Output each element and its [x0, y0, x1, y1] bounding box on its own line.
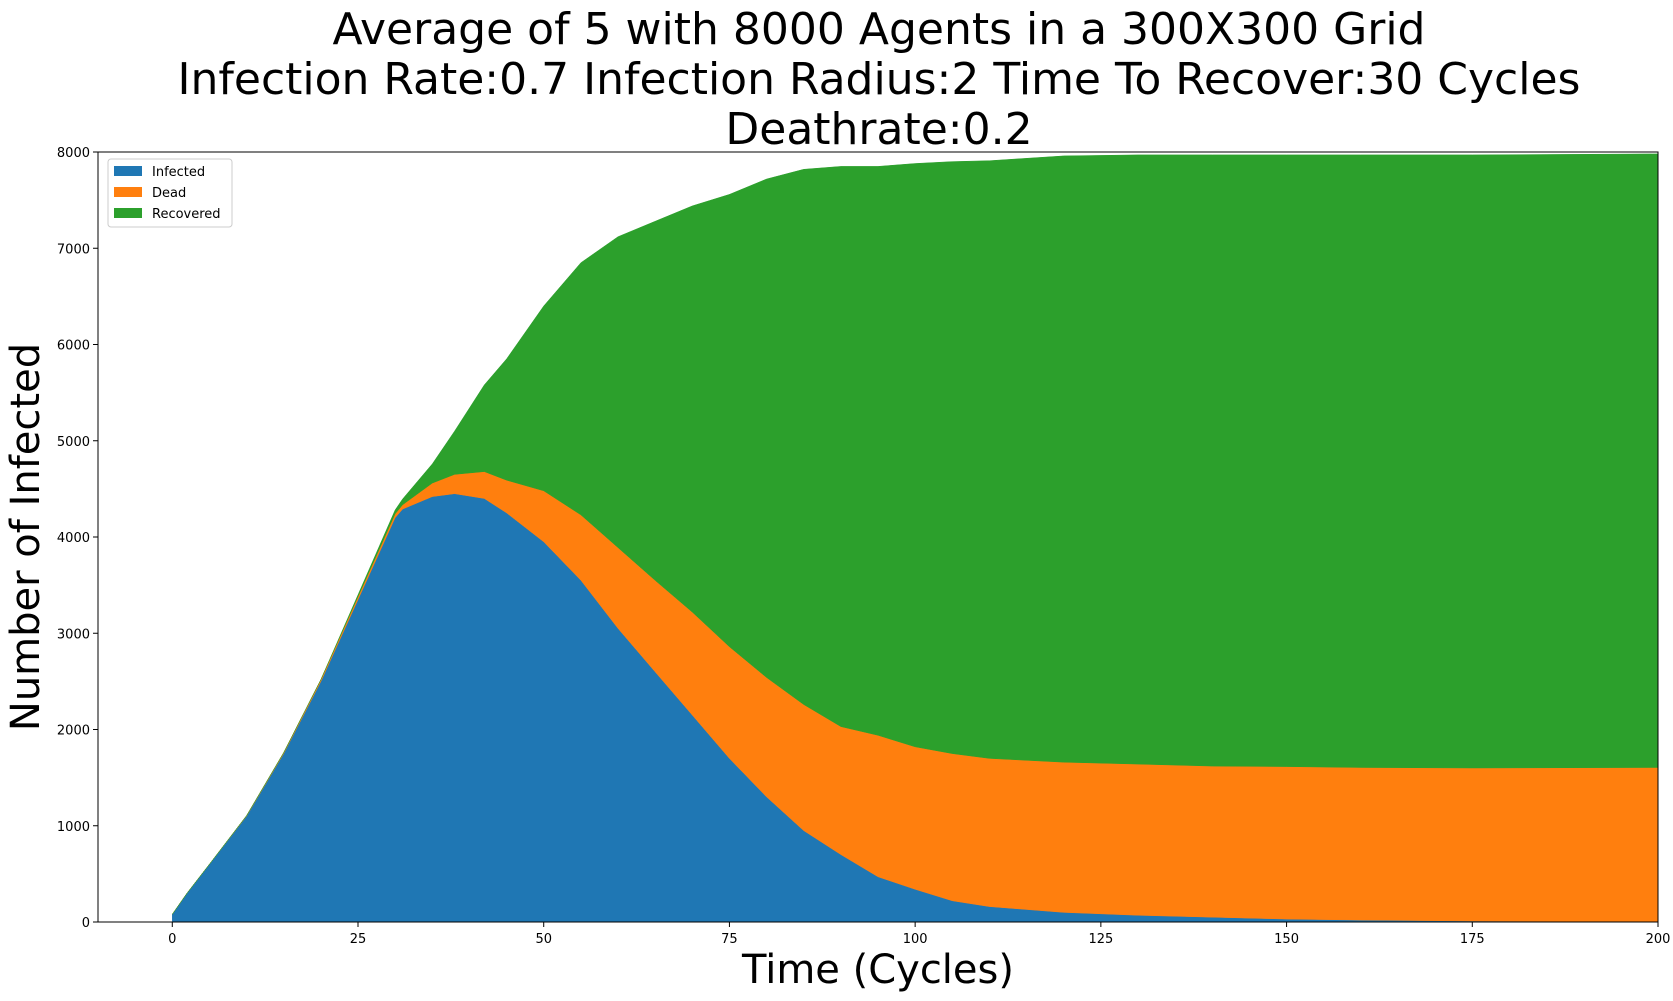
legend-label-infected: Infected: [152, 165, 205, 180]
chart-title-line-2: Infection Rate:0.7 Infection Radius:2 Ti…: [178, 54, 1581, 105]
y-tick-label: 8000: [57, 146, 90, 161]
x-tick-label: 200: [1646, 932, 1671, 947]
x-axis-label: Time (Cycles): [741, 947, 1014, 993]
legend-swatch-recovered: [114, 208, 142, 218]
legend-swatch-infected: [114, 166, 142, 176]
legend: Infected Dead Recovered: [107, 158, 233, 228]
x-tick-label: 175: [1460, 932, 1485, 947]
y-axis-ticks: 0 1000 2000 3000 4000 5000 6000 7000 8000: [57, 146, 98, 931]
y-tick-label: 0: [82, 916, 90, 931]
x-tick-label: 75: [721, 932, 738, 947]
x-axis-ticks: 0 25 50 75 100 125 150 175 200: [168, 922, 1670, 947]
y-tick-label: 3000: [57, 627, 90, 642]
x-tick-label: 150: [1274, 932, 1299, 947]
legend-label-recovered: Recovered: [152, 207, 221, 222]
y-axis-label: Number of Infected: [3, 343, 49, 731]
y-tick-label: 5000: [57, 435, 90, 450]
y-tick-label: 7000: [57, 242, 90, 257]
y-tick-label: 4000: [57, 531, 90, 546]
x-tick-label: 50: [535, 932, 552, 947]
legend-swatch-dead: [114, 187, 142, 197]
y-tick-label: 1000: [57, 820, 90, 835]
x-tick-label: 100: [903, 932, 928, 947]
chart-title-line-1: Average of 5 with 8000 Agents in a 300X3…: [333, 4, 1426, 55]
x-tick-label: 0: [168, 932, 176, 947]
x-tick-label: 25: [350, 932, 367, 947]
legend-label-dead: Dead: [152, 186, 186, 201]
y-tick-label: 6000: [57, 339, 90, 354]
chart-title-line-3: Deathrate:0.2: [725, 104, 1032, 155]
area-layers: [172, 153, 1659, 923]
y-tick-label: 2000: [57, 724, 90, 739]
x-tick-label: 125: [1088, 932, 1113, 947]
